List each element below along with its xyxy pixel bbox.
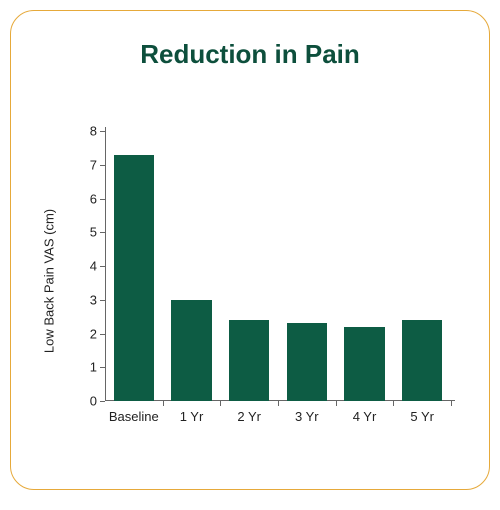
y-tick bbox=[100, 165, 105, 166]
y-tick-label: 6 bbox=[90, 191, 97, 206]
chart-title: Reduction in Pain bbox=[11, 39, 489, 70]
chart-card: Reduction in Pain Low Back Pain VAS (cm)… bbox=[10, 10, 490, 490]
x-tick bbox=[278, 401, 279, 406]
x-tick-label: Baseline bbox=[109, 409, 159, 424]
bar bbox=[287, 323, 327, 401]
x-tick bbox=[220, 401, 221, 406]
y-tick bbox=[100, 401, 105, 402]
y-tick-label: 1 bbox=[90, 360, 97, 375]
y-tick-label: 0 bbox=[90, 394, 97, 409]
y-axis-label: Low Back Pain VAS (cm) bbox=[42, 209, 57, 353]
x-tick-label: 3 Yr bbox=[295, 409, 319, 424]
y-axis-line bbox=[105, 127, 106, 401]
plot-area: 012345678Baseline1 Yr2 Yr3 Yr4 Yr5 Yr bbox=[105, 131, 451, 401]
x-tick bbox=[336, 401, 337, 406]
x-tick bbox=[163, 401, 164, 406]
chart-area: Low Back Pain VAS (cm) 012345678Baseline… bbox=[51, 131, 451, 431]
bar bbox=[114, 155, 154, 401]
x-tick-label: 2 Yr bbox=[237, 409, 261, 424]
x-tick-label: 4 Yr bbox=[353, 409, 377, 424]
y-tick-label: 4 bbox=[90, 259, 97, 274]
y-tick-label: 5 bbox=[90, 225, 97, 240]
y-tick bbox=[100, 232, 105, 233]
y-tick bbox=[100, 131, 105, 132]
bar bbox=[402, 320, 442, 401]
bar bbox=[344, 327, 384, 401]
x-tick-label: 1 Yr bbox=[180, 409, 204, 424]
x-tick bbox=[451, 401, 452, 406]
y-tick-label: 8 bbox=[90, 124, 97, 139]
y-tick-label: 7 bbox=[90, 157, 97, 172]
y-tick-label: 2 bbox=[90, 326, 97, 341]
y-tick bbox=[100, 266, 105, 267]
y-tick-label: 3 bbox=[90, 292, 97, 307]
bar bbox=[171, 300, 211, 401]
y-tick bbox=[100, 300, 105, 301]
bar bbox=[229, 320, 269, 401]
x-tick bbox=[393, 401, 394, 406]
y-tick bbox=[100, 199, 105, 200]
x-tick-label: 5 Yr bbox=[410, 409, 434, 424]
y-tick bbox=[100, 367, 105, 368]
y-tick bbox=[100, 334, 105, 335]
